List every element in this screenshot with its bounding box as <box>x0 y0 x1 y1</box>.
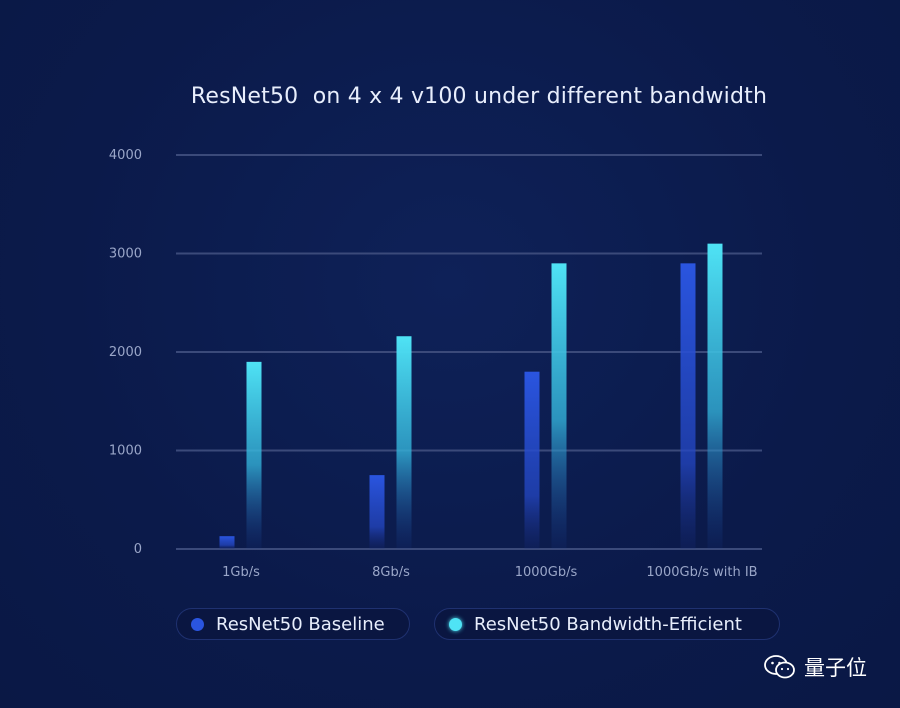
bar-bandwidth-efficient <box>396 336 412 549</box>
y-tick-label: 3000 <box>109 247 142 262</box>
bar-baseline <box>524 371 540 549</box>
bar-bandwidth-efficient <box>246 361 262 549</box>
legend-label-efficient: ResNet50 Bandwidth-Efficient <box>474 613 742 635</box>
x-tick-label: 1000Gb/s <box>515 565 578 580</box>
y-axis-ticks: 0 1000 2000 3000 4000 <box>109 148 142 557</box>
x-tick-label: 1Gb/s <box>222 565 260 580</box>
bar-baseline <box>680 263 696 549</box>
x-axis-ticks: 1Gb/s 8Gb/s 1000Gb/s 1000Gb/s with IB <box>222 565 757 580</box>
baseline-dot-icon <box>191 617 204 631</box>
bars <box>219 243 723 549</box>
wechat-icon <box>764 655 795 679</box>
y-tick-label: 1000 <box>109 444 142 459</box>
y-tick-label: 0 <box>134 542 142 557</box>
chart-title: ResNet50 on 4 x 4 v100 under different b… <box>190 84 768 109</box>
x-tick-label: 8Gb/s <box>372 565 410 580</box>
legend-item-baseline[interactable]: ResNet50 Baseline <box>176 608 410 640</box>
bar-baseline <box>369 475 385 549</box>
legend-item-efficient[interactable]: ResNet50 Bandwidth-Efficient <box>434 608 780 640</box>
y-tick-label: 2000 <box>109 345 142 360</box>
y-tick-label: 4000 <box>109 148 142 163</box>
x-tick-label: 1000Gb/s with IB <box>646 565 757 580</box>
gridlines <box>176 154 762 550</box>
bar-baseline <box>219 536 235 549</box>
watermark-text: 量子位 <box>804 656 867 680</box>
bar-bandwidth-efficient <box>707 243 723 549</box>
watermark: 量子位 <box>764 652 867 682</box>
legend-label-baseline: ResNet50 Baseline <box>216 613 385 635</box>
efficient-dot-icon <box>449 617 462 631</box>
bar-bandwidth-efficient <box>551 263 567 549</box>
